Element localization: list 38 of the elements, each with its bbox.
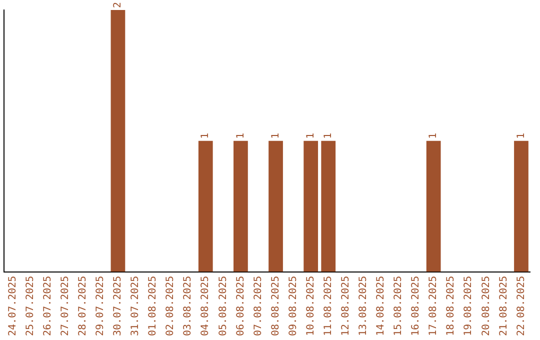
- x-tick-label: 12.08.2025: [340, 276, 352, 336]
- x-tick-label: 30.07.2025: [112, 276, 124, 336]
- x-tick-label: 16.08.2025: [410, 276, 422, 336]
- data-label: 1: [200, 132, 212, 139]
- x-tick-label: 06.08.2025: [235, 276, 246, 336]
- x-tick-label: 19.08.2025: [463, 276, 474, 336]
- x-tick-label: 05.08.2025: [218, 276, 229, 336]
- data-label: 1: [322, 132, 334, 139]
- x-tick-label: 31.07.2025: [130, 276, 142, 336]
- x-tick-label: 20.08.2025: [480, 276, 492, 336]
- x-tick-label: 10.08.2025: [305, 276, 316, 336]
- x-tick-label: 17.08.2025: [428, 276, 440, 336]
- x-tick-label: 08.08.2025: [270, 276, 282, 336]
- x-tick-label: 02.08.2025: [165, 276, 176, 336]
- data-label: 2: [112, 2, 124, 8]
- x-tick-label: 28.07.2025: [77, 276, 88, 336]
- x-tick-label: 18.08.2025: [446, 276, 457, 336]
- data-label: 1: [428, 132, 440, 139]
- data-label: 1: [305, 132, 316, 139]
- x-tick-label: 15.08.2025: [393, 276, 404, 336]
- data-label: 1: [516, 132, 527, 139]
- x-tick-label: 07.08.2025: [252, 276, 264, 336]
- x-tick-label: 11.08.2025: [322, 276, 334, 336]
- x-tick-label: 29.07.2025: [95, 276, 106, 336]
- data-label: 1: [235, 132, 246, 139]
- x-tick-label: 01.08.2025: [148, 276, 159, 336]
- x-tick-label: 22.08.2025: [516, 276, 527, 336]
- x-tick-label: 26.07.2025: [42, 276, 54, 336]
- x-tick-label: 09.08.2025: [288, 276, 299, 336]
- x-tick-label: 25.07.2025: [24, 276, 36, 336]
- x-tick-label: 03.08.2025: [182, 276, 194, 336]
- x-tick-label: 21.08.2025: [498, 276, 510, 336]
- x-tick-label: 27.07.2025: [60, 276, 71, 336]
- x-tick-label: 13.08.2025: [358, 276, 370, 336]
- x-tick-label: 24.07.2025: [7, 276, 18, 336]
- x-tick-label: 04.08.2025: [200, 276, 212, 336]
- x-tick-label: 14.08.2025: [376, 276, 387, 336]
- data-label: 1: [270, 132, 282, 139]
